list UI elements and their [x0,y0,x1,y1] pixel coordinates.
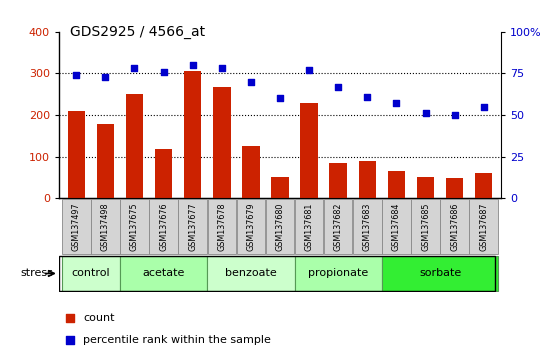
Text: GSM137687: GSM137687 [479,202,488,251]
FancyBboxPatch shape [469,199,498,254]
FancyBboxPatch shape [150,199,178,254]
FancyBboxPatch shape [120,256,207,291]
Text: control: control [72,268,110,279]
Point [72,72,81,78]
Bar [126,94,143,198]
Bar [388,171,405,198]
Text: GSM137676: GSM137676 [159,202,168,251]
Point [246,79,255,85]
FancyBboxPatch shape [62,199,91,254]
Bar [68,111,85,198]
FancyBboxPatch shape [295,199,323,254]
FancyBboxPatch shape [382,199,410,254]
FancyBboxPatch shape [353,199,381,254]
Bar [271,177,289,198]
Text: GSM137675: GSM137675 [130,202,139,251]
FancyBboxPatch shape [266,199,294,254]
Point [450,112,459,118]
Point [159,69,168,75]
Bar [155,149,172,198]
Point [101,74,110,80]
Point [479,104,488,110]
FancyBboxPatch shape [411,199,440,254]
Bar [242,146,260,198]
Bar [329,163,347,198]
Bar [300,103,318,198]
Point [217,65,226,71]
Text: GSM137686: GSM137686 [450,202,459,251]
Point [66,337,74,343]
Text: stress: stress [20,268,53,279]
FancyBboxPatch shape [382,256,498,291]
Point [305,67,314,73]
Bar [417,177,434,198]
Bar [475,173,492,198]
Bar [97,124,114,198]
Text: GSM137678: GSM137678 [217,202,226,251]
Point [130,65,139,71]
FancyBboxPatch shape [179,199,207,254]
Text: percentile rank within the sample: percentile rank within the sample [83,335,271,345]
Text: GSM137677: GSM137677 [188,202,197,251]
Text: acetate: acetate [142,268,185,279]
Text: GSM137498: GSM137498 [101,202,110,251]
FancyBboxPatch shape [440,199,469,254]
Text: GSM137681: GSM137681 [305,202,314,251]
FancyBboxPatch shape [91,199,120,254]
FancyBboxPatch shape [208,199,236,254]
Bar [184,72,202,198]
Text: sorbate: sorbate [419,268,461,279]
Point [276,96,284,101]
Text: count: count [83,313,115,323]
Bar [213,87,231,198]
Text: GSM137684: GSM137684 [392,202,401,251]
Text: GSM137682: GSM137682 [334,202,343,251]
Point [363,94,372,99]
Point [334,84,343,90]
Text: GSM137679: GSM137679 [246,202,255,251]
FancyBboxPatch shape [237,199,265,254]
Point [66,315,74,321]
Text: GSM137680: GSM137680 [276,202,284,251]
Bar [446,178,463,198]
Point [188,62,197,68]
FancyBboxPatch shape [324,199,352,254]
Text: GSM137497: GSM137497 [72,202,81,251]
Text: GDS2925 / 4566_at: GDS2925 / 4566_at [70,25,205,39]
Point [421,110,430,116]
FancyBboxPatch shape [62,256,120,291]
Text: GSM137683: GSM137683 [363,202,372,251]
Bar [358,161,376,198]
Text: propionate: propionate [308,268,368,279]
FancyBboxPatch shape [207,256,295,291]
FancyBboxPatch shape [120,199,149,254]
Text: benzoate: benzoate [225,268,277,279]
Point [392,101,401,106]
FancyBboxPatch shape [295,256,382,291]
Text: GSM137685: GSM137685 [421,202,430,251]
